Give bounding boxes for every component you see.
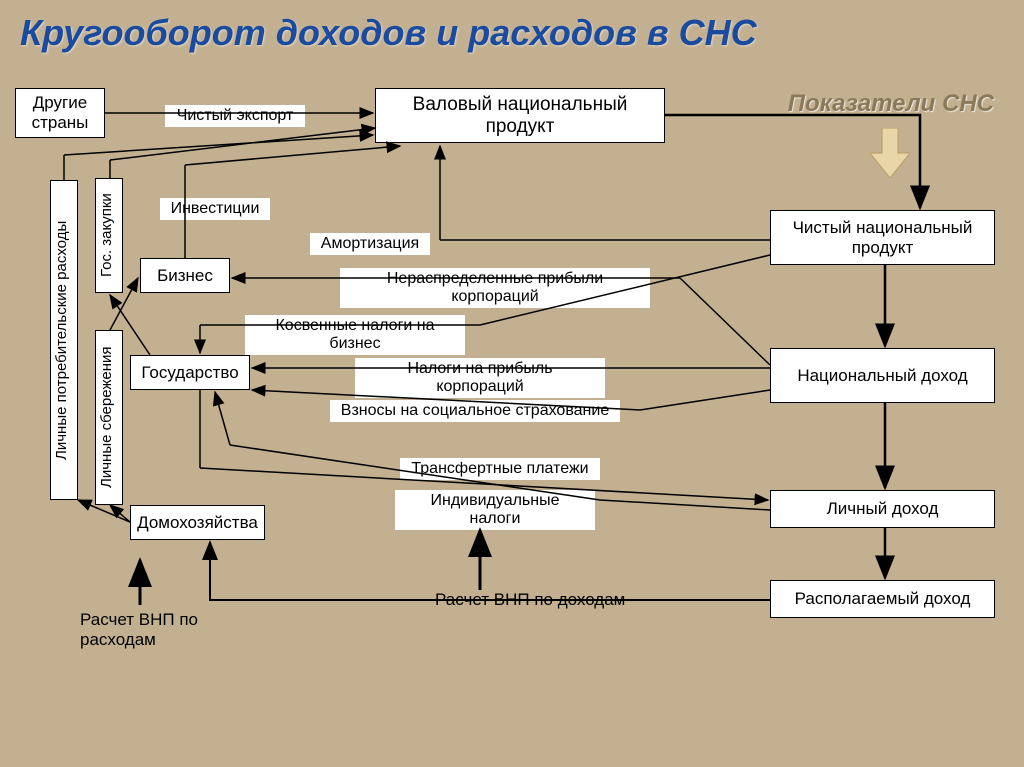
text: Чистый национальный продукт: [779, 218, 986, 258]
vlabel-personal-savings: Личные сбережения: [95, 330, 123, 505]
text: Нераспределенные прибыли корпораций: [387, 270, 603, 305]
node-state: Государство: [130, 355, 250, 390]
label-corp-tax: Налоги на прибыль корпораций: [355, 358, 605, 398]
subtitle: Показатели СНС: [788, 90, 994, 118]
note-by-income: Расчет ВНП по доходам: [435, 590, 655, 610]
node-gnp: Валовый национальный продукт: [375, 88, 665, 143]
text: Личные потребительские расходы: [53, 220, 70, 459]
vlabel-gov-purchases: Гос. закупки: [95, 178, 123, 293]
node-other-countries: Другие страны: [15, 88, 105, 138]
node-business: Бизнес: [140, 258, 230, 293]
text: Индивидуальные налоги: [430, 492, 559, 527]
label-amortization: Амортизация: [310, 233, 430, 255]
text: Расчет ВНП по доходам: [435, 590, 625, 609]
text: Взносы на социальное страхование: [341, 402, 609, 419]
text: Домохозяйства: [137, 513, 258, 533]
down-arrow-icon: [870, 128, 910, 178]
node-households: Домохозяйства: [130, 505, 265, 540]
text: Личный доход: [827, 499, 939, 519]
label-transfers: Трансфертные платежи: [400, 458, 600, 480]
text: Валовый национальный продукт: [384, 94, 656, 138]
vlabel-consumer-spending: Личные потребительские расходы: [50, 180, 78, 500]
label-undist-profit: Нераспределенные прибыли корпораций: [340, 268, 650, 308]
text: Инвестиции: [171, 200, 260, 217]
text: Трансфертные платежи: [411, 460, 588, 477]
text: Косвенные налоги на бизнес: [275, 317, 434, 352]
text: Бизнес: [157, 266, 213, 286]
label-social-ins: Взносы на социальное страхование: [330, 400, 620, 422]
text: Национальный доход: [797, 366, 967, 386]
text: Амортизация: [321, 235, 419, 252]
label-investments: Инвестиции: [160, 198, 270, 220]
text: Расчет ВНП по расходам: [80, 610, 198, 649]
node-nnp: Чистый национальный продукт: [770, 210, 995, 265]
node-disposable-income: Располагаемый доход: [770, 580, 995, 618]
node-personal-income: Личный доход: [770, 490, 995, 528]
label-net-export: Чистый экспорт: [165, 105, 305, 127]
page-title: Кругооборот доходов и расходов в СНС: [20, 12, 757, 54]
text: Гос. закупки: [98, 194, 115, 278]
text: Располагаемый доход: [795, 589, 971, 609]
label-indirect-tax: Косвенные налоги на бизнес: [245, 315, 465, 355]
text: Государство: [141, 363, 238, 383]
text: Чистый экспорт: [177, 107, 294, 124]
text: Другие страны: [24, 93, 96, 133]
note-by-expenses: Расчет ВНП по расходам: [80, 610, 210, 650]
node-nat-income: Национальный доход: [770, 348, 995, 403]
text: Личные сбережения: [98, 347, 115, 489]
label-indiv-tax: Индивидуальные налоги: [395, 490, 595, 530]
text: Налоги на прибыль корпораций: [407, 360, 552, 395]
